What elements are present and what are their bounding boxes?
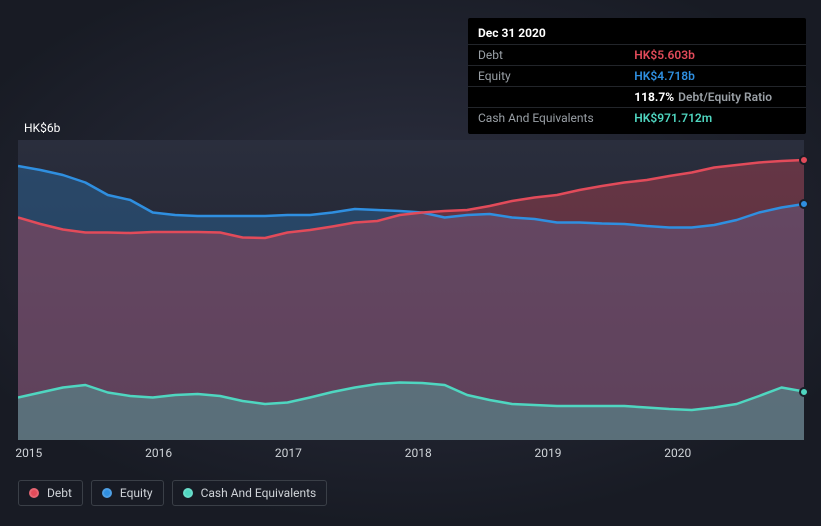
tooltip-row-value: HK$5.603b [624, 45, 806, 66]
tooltip-table: DebtHK$5.603bEquityHK$4.718b118.7%Debt/E… [468, 44, 806, 128]
tooltip-row-value: HK$4.718b [624, 66, 806, 87]
tooltip-date: Dec 31 2020 [468, 24, 806, 44]
legend-label: Equity [120, 486, 153, 500]
marker-cash [799, 387, 809, 397]
legend: Debt Equity Cash And Equivalents [18, 480, 327, 506]
x-tick-label: 2015 [15, 446, 42, 460]
tooltip-row: EquityHK$4.718b [468, 66, 806, 87]
legend-swatch-equity [102, 488, 112, 498]
x-tick-label: 2017 [275, 446, 302, 460]
marker-debt [799, 155, 809, 165]
legend-swatch-cash [183, 488, 193, 498]
tooltip: Dec 31 2020 DebtHK$5.603bEquityHK$4.718b… [468, 18, 806, 134]
tooltip-row-label: Equity [468, 66, 624, 87]
x-tick-label: 2019 [535, 446, 562, 460]
tooltip-row: Cash And EquivalentsHK$971.712m [468, 108, 806, 129]
tooltip-row-label: Debt [468, 45, 624, 66]
x-tick-label: 2016 [145, 446, 172, 460]
tooltip-row: DebtHK$5.603b [468, 45, 806, 66]
tooltip-row-label [468, 87, 624, 108]
tooltip-row-label: Cash And Equivalents [468, 108, 624, 129]
legend-item-cash[interactable]: Cash And Equivalents [172, 480, 328, 506]
legend-swatch-debt [29, 488, 39, 498]
marker-equity [799, 199, 809, 209]
legend-item-debt[interactable]: Debt [18, 480, 83, 506]
legend-item-equity[interactable]: Equity [91, 480, 164, 506]
legend-label: Debt [47, 486, 72, 500]
y-tick-label: HK$6b [24, 121, 60, 135]
tooltip-row-value: HK$971.712m [624, 108, 806, 129]
tooltip-ratio-label: Debt/Equity Ratio [674, 90, 772, 104]
tooltip-row-value: 118.7%Debt/Equity Ratio [624, 87, 806, 108]
chart-svg [18, 140, 804, 440]
x-axis: 2015 2016 2017 2018 2019 2020 [18, 446, 804, 466]
chart-plot [18, 140, 804, 440]
x-tick-label: 2020 [664, 446, 691, 460]
x-tick-label: 2018 [405, 446, 432, 460]
tooltip-ratio-value: 118.7% [634, 90, 674, 104]
tooltip-row: 118.7%Debt/Equity Ratio [468, 87, 806, 108]
legend-label: Cash And Equivalents [201, 486, 317, 500]
